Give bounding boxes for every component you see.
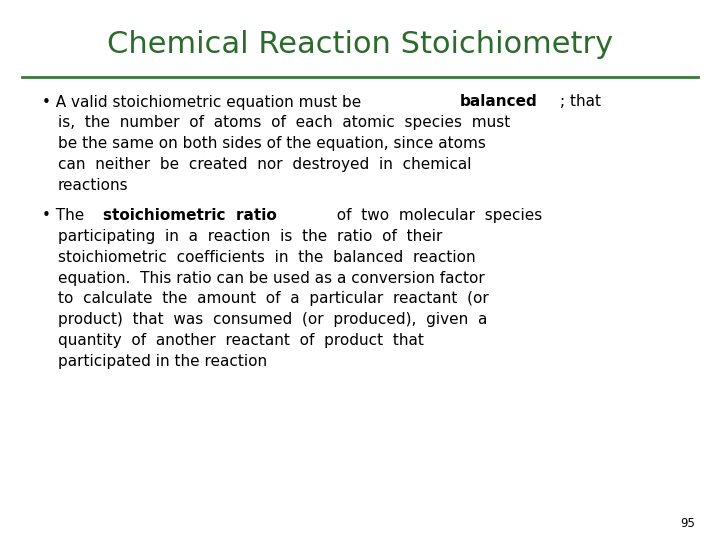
Text: Chemical Reaction Stoichiometry: Chemical Reaction Stoichiometry [107,30,613,59]
Text: is,  the  number  of  atoms  of  each  atomic  species  must: is, the number of atoms of each atomic s… [58,116,510,130]
Text: • The: • The [42,208,89,223]
Text: of  two  molecular  species: of two molecular species [327,208,542,223]
Text: equation.  This ratio can be used as a conversion factor: equation. This ratio can be used as a co… [58,271,485,286]
Text: quantity  of  another  reactant  of  product  that: quantity of another reactant of product … [58,333,423,348]
Text: reactions: reactions [58,178,128,193]
Text: to  calculate  the  amount  of  a  particular  reactant  (or: to calculate the amount of a particular … [58,291,488,306]
Text: stoichiometric  ratio: stoichiometric ratio [102,208,276,223]
Text: 95: 95 [680,517,695,530]
Text: product)  that  was  consumed  (or  produced),  given  a: product) that was consumed (or produced)… [58,312,487,327]
Text: be the same on both sides of the equation, since atoms: be the same on both sides of the equatio… [58,136,485,151]
Text: participated in the reaction: participated in the reaction [58,354,266,369]
Text: participating  in  a  reaction  is  the  ratio  of  their: participating in a reaction is the ratio… [58,229,442,244]
Text: can  neither  be  created  nor  destroyed  in  chemical: can neither be created nor destroyed in … [58,157,471,172]
Text: • A valid stoichiometric equation must be: • A valid stoichiometric equation must b… [42,94,366,110]
Text: balanced: balanced [460,94,538,110]
Text: stoichiometric  coefficients  in  the  balanced  reaction: stoichiometric coefficients in the balan… [58,249,475,265]
Text: ; that: ; that [560,94,601,110]
